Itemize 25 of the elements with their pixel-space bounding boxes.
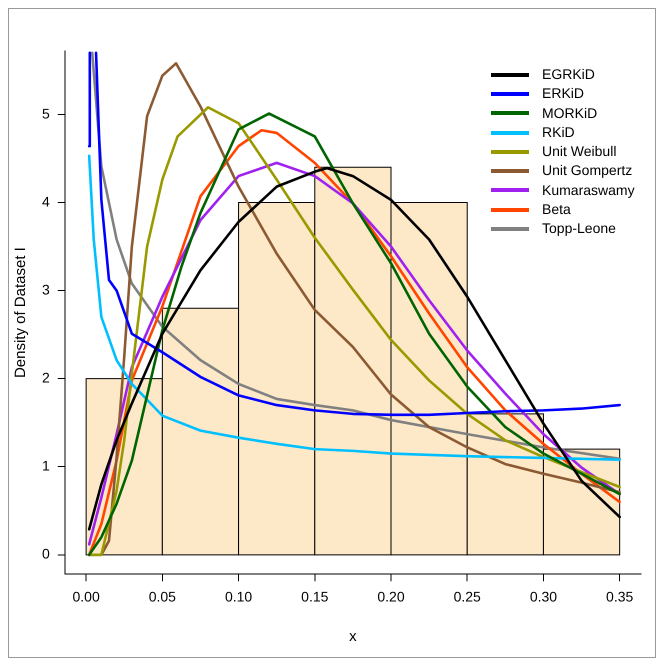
y-tick-label: 1	[42, 458, 50, 474]
x-tick-label: 0.15	[301, 588, 329, 604]
legend-label: Unit Weibull	[542, 142, 616, 162]
legend-label: EGRKiD	[542, 65, 595, 84]
legend-label: Beta	[542, 200, 571, 220]
legend-label: ERKiD	[542, 84, 584, 104]
y-tick-label: 5	[42, 105, 50, 122]
legend-label: RKiD	[542, 122, 575, 142]
legend-label: MORKiD	[542, 104, 598, 123]
legend-label: Kumaraswamy	[542, 180, 635, 200]
x-axis-title: x	[349, 628, 358, 646]
y-axis-title: Density of Dataset I	[12, 247, 30, 378]
x-tick-label: 0.30	[530, 588, 558, 604]
x-tick-label: 0.05	[148, 588, 176, 604]
x-tick-label: 0.35	[606, 588, 634, 604]
x-tick-label: 0.20	[377, 588, 405, 604]
y-tick-label: 3	[42, 281, 50, 298]
legend-label: Unit Gompertz	[542, 161, 632, 180]
y-tick-label: 4	[42, 193, 50, 210]
x-tick-label: 0.00	[72, 588, 100, 604]
x-tick-label: 0.25	[454, 588, 482, 604]
y-tick-label: 0	[42, 546, 50, 562]
x-tick-label: 0.10	[224, 588, 252, 604]
y-tick-label: 2	[42, 370, 50, 386]
legend-label: Topp-Leone	[542, 219, 616, 238]
